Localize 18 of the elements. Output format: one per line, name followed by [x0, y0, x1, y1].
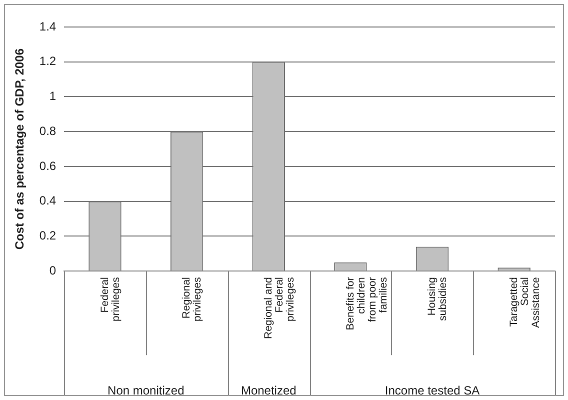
x-tick-label: Housing subsidies: [426, 276, 450, 321]
y-tick-label: 0: [49, 263, 56, 278]
y-tick-label: 1.2: [39, 54, 56, 68]
y-tick-label: 0.8: [39, 124, 56, 138]
x-tick-label: Federal privileges: [98, 277, 122, 322]
text: Monetized: [240, 383, 296, 398]
y-tick-label: 0.2: [39, 228, 56, 243]
x-tick-label: Regional and Federal privileges: [262, 276, 297, 340]
x-tick-label: Regional privileges: [180, 277, 204, 322]
y-tick-label: 0.6: [39, 158, 56, 173]
y-axis-title: Cost of as percentage of GDP, 2006: [12, 48, 27, 250]
x-tick-label: Taragetted Social Assistance: [508, 276, 542, 328]
text: Non monitized: [108, 383, 184, 398]
x-tick-label: Benefits for children from poor families: [344, 276, 390, 330]
y-tick-label: 1.4: [39, 19, 56, 34]
text: Income tested SA: [384, 383, 480, 398]
y-tick-label: 0.4: [39, 194, 56, 208]
y-tick-label: 1: [49, 89, 56, 104]
